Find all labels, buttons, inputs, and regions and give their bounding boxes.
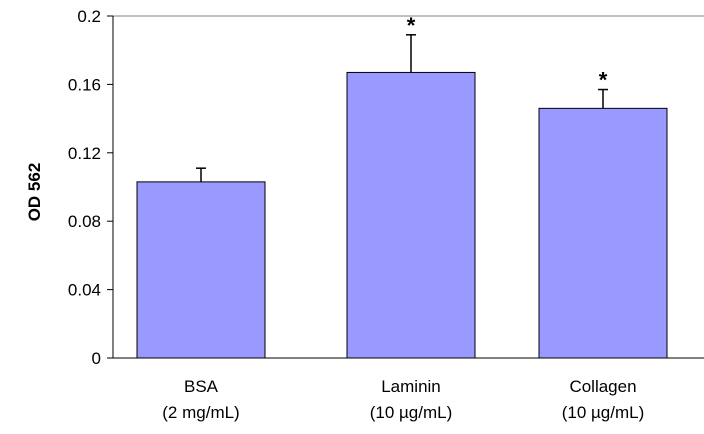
bars	[136, 34, 668, 359]
category-label: Laminin	[381, 377, 441, 396]
significance-marker: *	[599, 68, 608, 93]
category-sublabel: (10 µg/mL)	[562, 403, 645, 422]
y-tick-label: 0.08	[68, 212, 101, 231]
category-label: BSA	[184, 377, 219, 396]
bar	[136, 181, 266, 359]
significance-marker: *	[407, 13, 416, 38]
bar	[346, 71, 476, 359]
bar	[538, 107, 668, 359]
y-tick-label: 0.12	[68, 144, 101, 163]
y-axis-label: OD 562	[25, 163, 44, 222]
y-tick-label: 0.16	[68, 75, 101, 94]
y-tick-label: 0.2	[77, 7, 101, 26]
labels: 0 0.04 0.08 0.12 0.16 0.2 BSA (2 mg/mL) * Laminin…	[68, 7, 644, 422]
category-label: Collagen	[569, 377, 636, 396]
y-tick-label: 0.04	[68, 281, 101, 300]
category-sublabel: (10 µg/mL)	[370, 403, 453, 422]
y-tick-label: 0	[92, 349, 101, 368]
category-sublabel: (2 mg/mL)	[162, 403, 239, 422]
